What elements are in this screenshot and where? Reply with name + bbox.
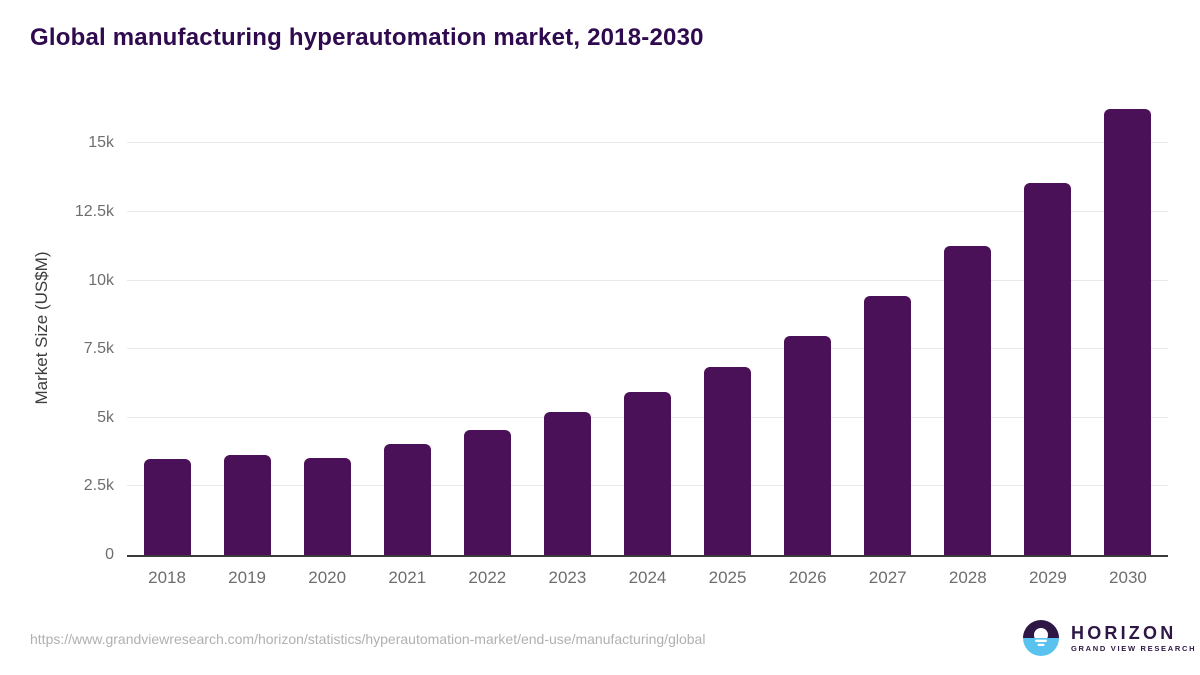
bar-2030 <box>1104 108 1152 555</box>
bar-2026 <box>784 335 832 555</box>
y-tick-label: 15k <box>88 134 114 152</box>
x-tick-label: 2030 <box>1109 568 1147 587</box>
y-gridline <box>127 142 1168 144</box>
bar-2019 <box>223 455 271 555</box>
x-tick-label: 2029 <box>1028 568 1067 587</box>
logo-subtitle: GRAND VIEW RESEARCH <box>1071 643 1197 653</box>
y-tick-label: 10k <box>88 271 114 289</box>
bar-2020 <box>303 457 351 555</box>
source-url: https://www.grandviewresearch.com/horizo… <box>30 631 706 647</box>
x-tick-label: 2025 <box>708 568 747 587</box>
bar-2022 <box>463 429 511 555</box>
logo-text: HORIZON GRAND VIEW RESEARCH <box>1071 624 1196 653</box>
bar-2027 <box>864 295 912 555</box>
y-gridline <box>127 279 1168 281</box>
y-tick-label: 12.5k <box>74 203 114 220</box>
x-tick-label: 2026 <box>788 568 827 587</box>
bar-2023 <box>543 412 591 555</box>
x-tick-label: 2028 <box>948 568 987 587</box>
brand-logo: HORIZON GRAND VIEW RESEARCH <box>1021 618 1196 658</box>
x-tick-label: 2019 <box>228 568 266 587</box>
y-axis-title: Market Size (US$M) <box>32 251 51 405</box>
bar-2024 <box>624 391 671 555</box>
page-title: Global manufacturing hyperautomation mar… <box>30 24 704 51</box>
bar-2029 <box>1024 183 1072 555</box>
bar-2028 <box>944 246 992 555</box>
x-tick-label: 2020 <box>308 568 347 587</box>
x-tick-label: 2021 <box>388 568 427 587</box>
y-tick-label: 0 <box>105 546 114 563</box>
bar-2018 <box>143 458 191 555</box>
x-tick-label: 2027 <box>868 568 907 587</box>
bar-2025 <box>704 366 752 555</box>
horizon-sun-icon <box>1021 618 1061 658</box>
y-gridline <box>127 348 1168 350</box>
y-tick-label: 5k <box>97 408 114 426</box>
y-tick-label: 7.5k <box>83 340 114 358</box>
x-tick-label: 2024 <box>628 568 667 587</box>
bar-chart: 0 2.5k 5k 7.5k 10k 12.5k 15k 2018 2019 2020 2021 20… <box>75 98 1168 587</box>
x-tick-label: 2023 <box>548 568 587 587</box>
y-gridline <box>127 211 1168 212</box>
logo-name: HORIZON <box>1071 622 1177 643</box>
x-tick-label: 2022 <box>468 568 507 587</box>
y-tick-label: 2.5k <box>83 477 114 495</box>
bar-2021 <box>383 443 431 555</box>
x-tick-label: 2018 <box>148 568 186 587</box>
